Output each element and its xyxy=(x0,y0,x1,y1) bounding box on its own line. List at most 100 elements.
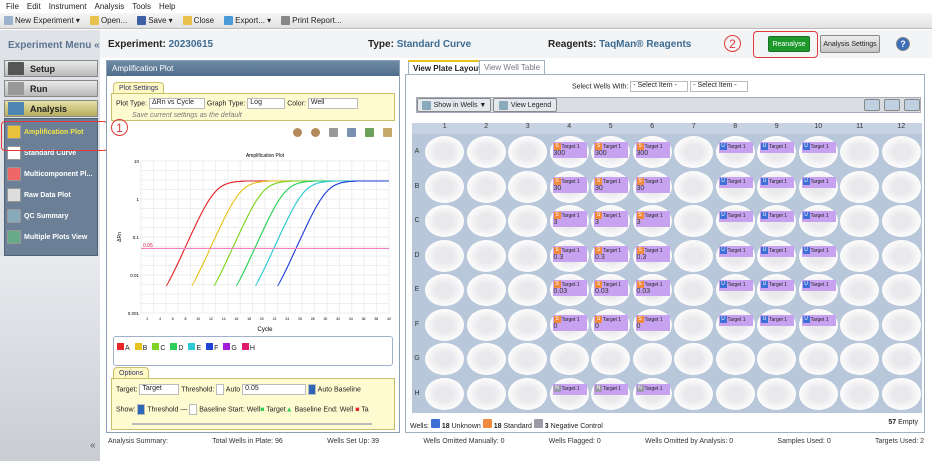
sidebar-analysis-button[interactable]: Analysis xyxy=(4,100,98,117)
menu-file[interactable]: File xyxy=(6,2,19,11)
row-header[interactable]: G xyxy=(414,355,420,362)
plate-well[interactable] xyxy=(508,239,547,272)
plate-well[interactable]: U Target 1 xyxy=(757,308,796,341)
plot-type-select[interactable]: ΔRn vs Cycle xyxy=(148,98,205,109)
plate-well[interactable]: S Target 1 300 xyxy=(632,136,672,168)
plate-well[interactable] xyxy=(674,136,713,168)
menu-analysis[interactable]: Analysis xyxy=(94,2,125,11)
collapse-icon[interactable]: « xyxy=(90,440,96,451)
plate-well[interactable] xyxy=(840,308,879,341)
menu-help[interactable]: Help xyxy=(158,2,176,11)
sidebar-setup-button[interactable]: Setup xyxy=(4,60,98,77)
tab-plot-settings[interactable]: Plot Settings xyxy=(113,82,165,94)
plate-well[interactable]: U Target 1 xyxy=(798,170,838,203)
select-wells-select-2[interactable]: - Select Item - xyxy=(690,81,749,92)
plate-well[interactable] xyxy=(840,239,879,272)
plate-well[interactable] xyxy=(840,170,879,203)
plate-well[interactable] xyxy=(881,136,921,168)
plate-well[interactable]: U Target 1 xyxy=(715,170,755,203)
plate-well[interactable]: U Target 1 xyxy=(715,205,755,237)
plate-well[interactable] xyxy=(757,377,796,410)
show-in-wells-button[interactable]: Show in Wells ▼ xyxy=(417,98,491,112)
column-header[interactable]: 6 xyxy=(650,123,655,130)
plate-well[interactable] xyxy=(466,205,506,237)
plate-well[interactable] xyxy=(466,274,506,306)
plate-well[interactable] xyxy=(840,377,879,410)
view-mode-2-icon[interactable] xyxy=(884,99,900,111)
column-header[interactable]: 2 xyxy=(484,123,489,130)
plate-well[interactable] xyxy=(425,274,464,306)
sidebar-run-button[interactable]: Run xyxy=(4,80,98,97)
plate-well[interactable]: N Target 1 xyxy=(632,377,672,410)
help-icon[interactable]: ? xyxy=(896,37,910,51)
plate-well[interactable] xyxy=(881,308,921,341)
plate-well[interactable] xyxy=(881,377,921,410)
plate-well[interactable] xyxy=(881,205,921,237)
save-button[interactable]: Save ▾ xyxy=(137,16,173,25)
options-scrollbar[interactable] xyxy=(132,423,372,425)
tab-options[interactable]: Options xyxy=(113,367,150,379)
column-header[interactable]: 10 xyxy=(814,123,823,130)
sidebar-item-amplification-plot[interactable]: Amplification Plot xyxy=(7,123,97,141)
plate-well[interactable] xyxy=(425,170,464,203)
sidebar-item-raw-data-plot[interactable]: Raw Data Plot xyxy=(7,186,97,204)
sidebar-item-multicomponent-pl[interactable]: Multicomponent Pl... xyxy=(7,165,97,183)
save-default-link[interactable]: Save current settings as the default xyxy=(132,112,242,119)
plate-well[interactable]: U Target 1 xyxy=(798,205,838,237)
plate-well[interactable]: U Target 1 xyxy=(757,274,796,306)
select-wells-select-1[interactable]: - Select Item - xyxy=(630,81,689,92)
plate-well[interactable] xyxy=(508,170,547,203)
plate-well[interactable] xyxy=(881,170,921,203)
plate-well[interactable]: U Target 1 xyxy=(798,239,838,272)
plate-well[interactable] xyxy=(757,343,796,375)
plate-well[interactable] xyxy=(674,308,713,341)
target-select[interactable]: Target xyxy=(139,384,180,395)
print-icon[interactable] xyxy=(329,128,338,137)
plate-well[interactable]: N Target 1 xyxy=(591,377,630,410)
plate-well[interactable] xyxy=(425,239,464,272)
plate-well[interactable] xyxy=(508,205,547,237)
close-folder-button[interactable]: Close xyxy=(182,16,214,25)
plate-well[interactable] xyxy=(798,343,838,375)
menu-instrument[interactable]: Instrument xyxy=(48,2,87,11)
plate-well[interactable]: U Target 1 xyxy=(757,170,796,203)
color-select[interactable]: Well xyxy=(307,98,358,109)
chart-options-icon[interactable] xyxy=(365,128,374,137)
plate-well[interactable] xyxy=(508,308,547,341)
plate-well[interactable] xyxy=(591,343,630,375)
plate-well[interactable] xyxy=(840,205,879,237)
new-experiment-button[interactable]: New Experiment ▾ xyxy=(4,16,80,25)
plate-well[interactable] xyxy=(508,136,547,168)
plate-well[interactable] xyxy=(466,377,506,410)
legend-toggle-icon[interactable] xyxy=(383,128,392,137)
column-header[interactable]: 3 xyxy=(525,123,530,130)
sidebar-title[interactable]: Experiment Menu « xyxy=(8,40,100,51)
analysis-settings-button[interactable]: Analysis Settings xyxy=(820,35,880,53)
folder-button[interactable]: Open... xyxy=(89,16,127,25)
plate-well[interactable] xyxy=(881,274,921,306)
plate-well[interactable]: S Target 1 30 xyxy=(632,170,672,203)
plate-well[interactable] xyxy=(881,343,921,375)
plate-well[interactable] xyxy=(508,343,547,375)
plate-well[interactable] xyxy=(466,239,506,272)
plate-well[interactable] xyxy=(674,274,713,306)
plate-well[interactable]: S Target 1 0.3 xyxy=(632,239,672,272)
plate-well[interactable] xyxy=(674,170,713,203)
plate-well[interactable] xyxy=(674,343,713,375)
plate-well[interactable]: S Target 1 0.03 xyxy=(549,274,589,306)
sidebar-item-standard-curve[interactable]: Standard Curve xyxy=(7,144,97,162)
tab-view-plate-layout[interactable]: View Plate Layout xyxy=(408,60,486,74)
plate-well[interactable] xyxy=(715,377,755,410)
row-header[interactable]: E xyxy=(414,286,420,293)
graph-type-select[interactable]: Log xyxy=(247,98,286,109)
plate-well[interactable] xyxy=(674,205,713,237)
show-baseline-start-checkbox[interactable] xyxy=(189,404,198,415)
export-button[interactable]: Export... ▾ xyxy=(224,16,271,25)
sidebar-item-multiple-plots-view[interactable]: Multiple Plots View xyxy=(7,228,97,246)
plate-well[interactable]: U Target 1 xyxy=(798,308,838,341)
plate-well[interactable]: S Target 1 0.03 xyxy=(632,274,672,306)
